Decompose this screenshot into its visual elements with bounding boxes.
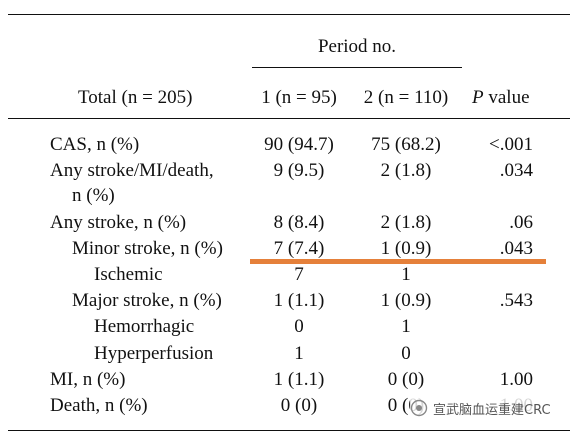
top-rule xyxy=(8,14,570,15)
row-label: CAS, n (%) xyxy=(50,134,140,155)
cell: 0 xyxy=(294,316,304,338)
row-label-cont: n (%) xyxy=(72,185,115,207)
group-header: Period no. xyxy=(317,36,397,57)
row-label: Any stroke, n (%) xyxy=(50,211,187,233)
column-header: 2 (n = 110) xyxy=(363,87,449,108)
cell: 0 xyxy=(401,342,411,364)
cell: 1 xyxy=(294,342,304,364)
p-label: value xyxy=(488,87,530,108)
p-symbol: P xyxy=(472,87,484,108)
cell: 90 (94.7) xyxy=(264,134,334,155)
p-value: <.001 xyxy=(489,134,533,155)
cell: 75 (68.2) xyxy=(371,134,441,155)
cell: 7 (7.4) xyxy=(273,237,325,259)
highlight-bar xyxy=(250,259,546,264)
p-value: .06 xyxy=(509,211,533,233)
cell: 1 (0.9) xyxy=(380,237,432,259)
cell: 0 (0) xyxy=(387,368,425,390)
cell: 1 (1.1) xyxy=(273,368,325,390)
row-label: Hyperperfusion xyxy=(94,342,214,364)
cell: 1 (1.1) xyxy=(273,290,325,312)
cell: 9 (9.5) xyxy=(273,160,325,182)
header-rule xyxy=(8,118,570,119)
row-label: Major stroke, n (%) xyxy=(72,290,222,312)
row-label: Death, n (%) xyxy=(50,395,148,416)
row-label: Any stroke/MI/death, xyxy=(50,160,214,182)
row-label: MI, n (%) xyxy=(50,368,126,390)
row-label: Hemorrhagic xyxy=(94,316,195,338)
column-header: 1 (n = 95) xyxy=(261,87,337,108)
watermark: 宣武脑血运重建CRC xyxy=(410,396,570,420)
p-value: .034 xyxy=(499,160,533,182)
cell: 0 (0) xyxy=(280,395,318,416)
watermark-text: 宣武脑血运重建CRC xyxy=(433,402,551,418)
p-value: 1.00 xyxy=(499,368,533,390)
bottom-rule xyxy=(8,430,570,431)
p-value: .543 xyxy=(499,290,533,312)
row-label: Ischemic xyxy=(94,264,163,285)
group-rule xyxy=(252,67,462,68)
cell: 2 (1.8) xyxy=(380,160,432,182)
cell: 1 (0.9) xyxy=(380,290,432,312)
cell: 7 xyxy=(294,264,304,285)
row-label: Minor stroke, n (%) xyxy=(72,237,223,259)
watermark-icon xyxy=(410,399,428,417)
cell: 1 xyxy=(401,264,411,285)
column-header: Total (n = 205) xyxy=(78,87,193,108)
p-value: .043 xyxy=(499,237,533,259)
cell: 2 (1.8) xyxy=(380,211,432,233)
cell: 8 (8.4) xyxy=(273,211,325,233)
cell: 1 xyxy=(401,316,411,338)
column-header: P value xyxy=(472,87,530,109)
